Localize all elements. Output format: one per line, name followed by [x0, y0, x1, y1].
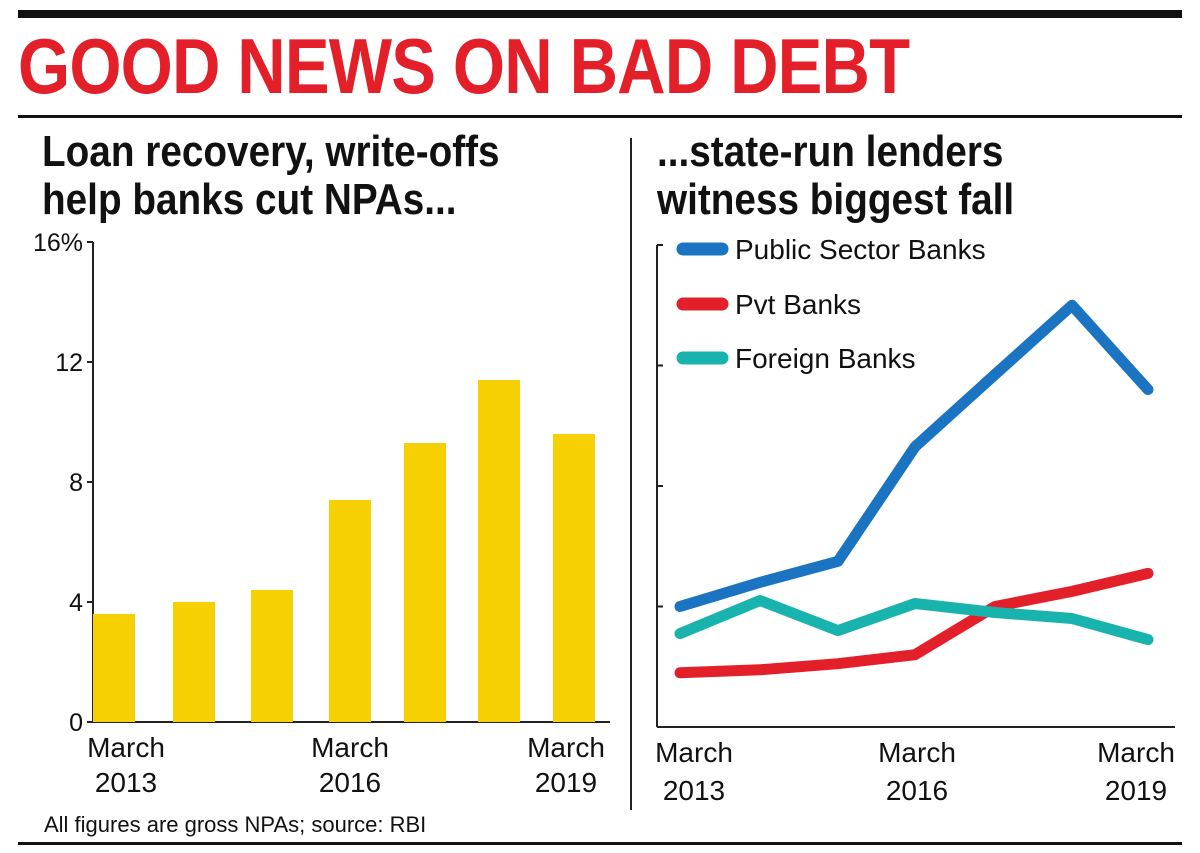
series-line-3 — [674, 595, 1154, 646]
left-y-tick-label: 4 — [69, 589, 83, 617]
bar-2 — [173, 602, 215, 722]
legend-label-3: Foreign Banks — [735, 343, 916, 374]
series-line-2 — [674, 567, 1154, 679]
bar-6 — [478, 380, 520, 722]
right-x-label-month: March — [655, 737, 733, 768]
bottom-rule — [18, 842, 1182, 845]
top-rule — [18, 10, 1182, 18]
headline: GOOD NEWS ON BAD DEBT — [18, 22, 910, 110]
left-x-label-year: 2016 — [319, 767, 381, 798]
left-chart-title-line-2: help banks cut NPAs... — [42, 175, 457, 224]
left-y-tick-label: 16% — [33, 229, 83, 257]
left-x-label-year: 2013 — [95, 767, 157, 798]
series-line-1 — [674, 299, 1154, 612]
legend-label-2: Pvt Banks — [735, 289, 861, 320]
right-x-label-year: 2019 — [1105, 775, 1167, 806]
bar-3 — [251, 590, 293, 722]
left-y-tick-label: 12 — [55, 349, 83, 377]
bar-1 — [93, 614, 135, 722]
left-y-tick-label: 8 — [69, 469, 83, 497]
right-chart-title-line-2: witness biggest fall — [657, 175, 1015, 224]
footnote: All figures are gross NPAs; source: RBI — [44, 812, 427, 837]
left-x-label-month: March — [87, 732, 165, 763]
left-y-tick-label: 0 — [69, 709, 83, 737]
panel-divider — [630, 138, 632, 810]
right-x-label-year: 2013 — [663, 775, 725, 806]
right-chart-title-line-1: ...state-run lenders — [657, 127, 1004, 176]
bar-7 — [553, 434, 595, 722]
left-chart-title-line-1: Loan recovery, write-offs — [42, 127, 500, 176]
right-x-label-year: 2016 — [886, 775, 948, 806]
right-x-label-month: March — [878, 737, 956, 768]
headline-rule — [18, 115, 1182, 118]
bar-4 — [329, 500, 371, 722]
left-x-label-year: 2019 — [535, 767, 597, 798]
right-x-label-month: March — [1097, 737, 1175, 768]
legend-label-1: Public Sector Banks — [735, 234, 986, 265]
left-x-label-month: March — [311, 732, 389, 763]
bar-5 — [404, 443, 446, 722]
left-x-label-month: March — [527, 732, 605, 763]
